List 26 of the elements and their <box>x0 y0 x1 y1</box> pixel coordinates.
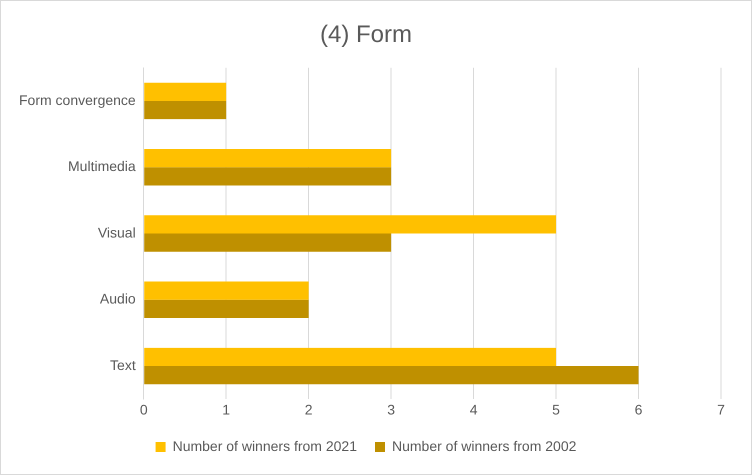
x-tick-label: 5 <box>552 401 560 418</box>
y-tick-label: Multimedia <box>68 158 136 174</box>
x-tick-label: 1 <box>222 401 230 418</box>
bar <box>144 300 309 318</box>
bar <box>144 100 226 120</box>
y-tick-label: Text <box>110 356 136 373</box>
legend-label: Number of winners from 2002 <box>392 438 577 454</box>
bar <box>144 215 556 234</box>
y-tick-label: Audio <box>100 290 136 307</box>
bar <box>144 234 392 252</box>
bar <box>144 148 392 168</box>
x-tick-label: 3 <box>387 401 396 418</box>
x-tick-label: 6 <box>634 401 643 418</box>
x-tick-label: 0 <box>140 401 148 418</box>
bar <box>144 82 226 101</box>
bar <box>144 282 309 300</box>
y-tick-label: Form convergence <box>19 92 136 108</box>
x-tick-label: 2 <box>304 401 313 418</box>
bar <box>144 348 556 366</box>
chart-title: (4) Form <box>320 21 412 48</box>
y-tick-label: Visual <box>98 224 136 240</box>
bar <box>144 167 392 186</box>
x-tick-label: 4 <box>470 401 478 418</box>
bar <box>144 366 639 384</box>
legend-label: Number of winners from 2021 <box>172 438 358 454</box>
x-tick-label: 7 <box>717 401 726 418</box>
